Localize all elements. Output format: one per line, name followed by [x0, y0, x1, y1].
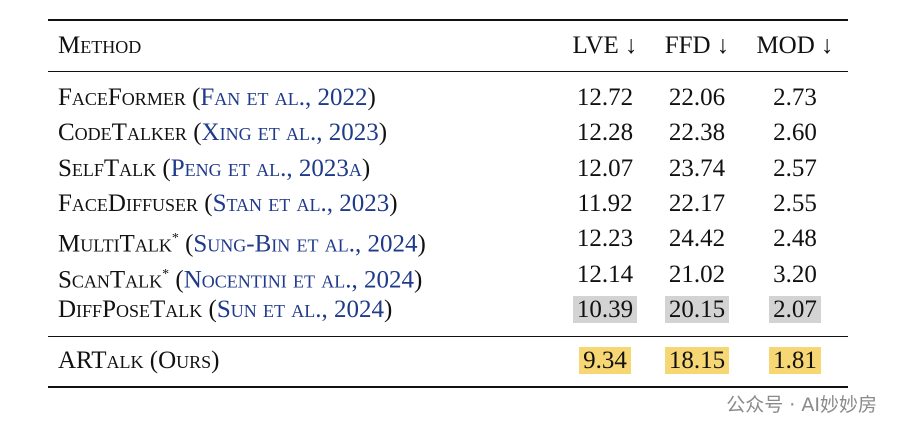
value-cell: 21.02: [652, 260, 742, 290]
method-name: DiffPoseTalk: [58, 295, 203, 323]
method-name: SelfTalk: [58, 154, 157, 182]
value: 2.73: [773, 84, 817, 111]
value-cell: 1.81: [750, 346, 840, 376]
footnote-mark: *: [171, 231, 179, 247]
value: 18.15: [664, 347, 730, 374]
paren: (: [192, 84, 201, 111]
paren: ): [378, 119, 388, 147]
value: 10.39: [572, 295, 638, 323]
value-cell: 2.48: [750, 224, 840, 254]
value: 20.15: [664, 295, 730, 323]
header-cell: FFD ↓: [664, 32, 730, 59]
method-name: ScanTalk: [58, 265, 163, 293]
method-name: FaceFormer: [58, 84, 186, 111]
value-cell: 10.39: [560, 295, 650, 325]
paren: ): [414, 265, 423, 293]
value-cell: 22.06: [652, 83, 742, 113]
value: 22.38: [668, 119, 726, 147]
paren: (: [175, 265, 184, 293]
header-cell: LVE ↓: [572, 32, 638, 59]
value-cell: 12.72: [560, 83, 650, 113]
value-cell: 2.57: [750, 154, 840, 184]
top-rule: [48, 19, 848, 21]
value-cell: 12.28: [560, 118, 650, 148]
value-cell: 18.15: [652, 346, 742, 376]
method-cell: SelfTalk (Peng et al., 2023a): [58, 154, 370, 184]
value: 2.48: [773, 225, 817, 253]
value-cell: 2.60: [750, 118, 840, 148]
value: 11.92: [577, 189, 633, 217]
method-name: ARTalk (Ours): [58, 347, 220, 374]
paren: ): [383, 295, 393, 323]
method-name: CodeTalker: [58, 119, 187, 147]
method-cell: ScanTalk* (Nocentini et al., 2024): [58, 260, 422, 295]
mid-rule: [48, 71, 848, 72]
value: 3.20: [773, 260, 817, 288]
value: 2.55: [773, 189, 817, 217]
value: 23.74: [668, 154, 726, 182]
paren: (: [208, 295, 217, 323]
citation: Fan et al., 2022: [200, 84, 368, 111]
paren: (: [193, 119, 202, 147]
value-cell: 9.34: [560, 346, 650, 376]
value: 1.81: [769, 347, 821, 374]
citation: Stan et al., 2023: [212, 189, 390, 217]
value: 2.07: [769, 295, 821, 323]
method-cell: FaceDiffuser (Stan et al., 2023): [58, 189, 398, 219]
value: 21.02: [668, 260, 726, 288]
paren: (: [162, 154, 171, 182]
paren: ): [417, 230, 426, 258]
value: 2.60: [773, 119, 817, 147]
paren: ): [367, 84, 376, 111]
value: 12.23: [576, 225, 634, 253]
method-name: FaceDiffuser: [58, 189, 198, 217]
value: 2.57: [773, 154, 817, 182]
value: 12.28: [576, 119, 634, 147]
method-cell: FaceFormer (Fan et al., 2022): [58, 83, 376, 113]
value: 22.17: [668, 189, 726, 217]
value-cell: 2.55: [750, 189, 840, 219]
value-cell: 12.14: [560, 260, 650, 290]
header-cell: Method: [58, 32, 142, 59]
value: 22.06: [668, 84, 726, 111]
citation: Sun et al., 2024: [216, 295, 384, 323]
value: 24.42: [668, 225, 726, 253]
citation: Sung-Bin et al., 2024: [193, 230, 418, 258]
value-cell: 24.42: [652, 224, 742, 254]
method-cell: CodeTalker (Xing et al., 2023): [58, 118, 387, 148]
paren: ): [361, 154, 371, 182]
mid-rule: [48, 336, 848, 337]
value-cell: 11.92: [560, 189, 650, 219]
method-cell: MultiTalk* (Sung-Bin et al., 2024): [58, 224, 426, 259]
bottom-rule: [48, 386, 848, 388]
value: 9.34: [579, 347, 631, 374]
footnote-mark: *: [162, 266, 170, 282]
watermark: 公众号 · AI妙妙房: [726, 394, 877, 416]
citation: Nocentini et al., 2024: [183, 265, 415, 293]
value-cell: 12.07: [560, 154, 650, 184]
method-name: MultiTalk: [58, 230, 172, 258]
value: 12.14: [576, 260, 634, 288]
method-cell: ARTalk (Ours): [58, 346, 219, 376]
value: 12.07: [576, 154, 634, 182]
value-cell: 23.74: [652, 154, 742, 184]
paren: (: [204, 189, 213, 217]
paren: (: [185, 230, 194, 258]
value-cell: 3.20: [750, 260, 840, 290]
value-cell: 12.23: [560, 224, 650, 254]
value-cell: 2.73: [750, 83, 840, 113]
value-cell: 20.15: [652, 295, 742, 325]
citation: Peng et al., 2023a: [170, 154, 362, 182]
value-cell: 22.17: [652, 189, 742, 219]
citation: Xing et al., 2023: [201, 119, 379, 147]
paren: ): [389, 189, 398, 217]
method-cell: DiffPoseTalk (Sun et al., 2024): [58, 295, 392, 325]
value: 12.72: [576, 84, 634, 111]
value-cell: 2.07: [750, 295, 840, 325]
header-cell: MOD ↓: [756, 32, 834, 59]
value-cell: 22.38: [652, 118, 742, 148]
